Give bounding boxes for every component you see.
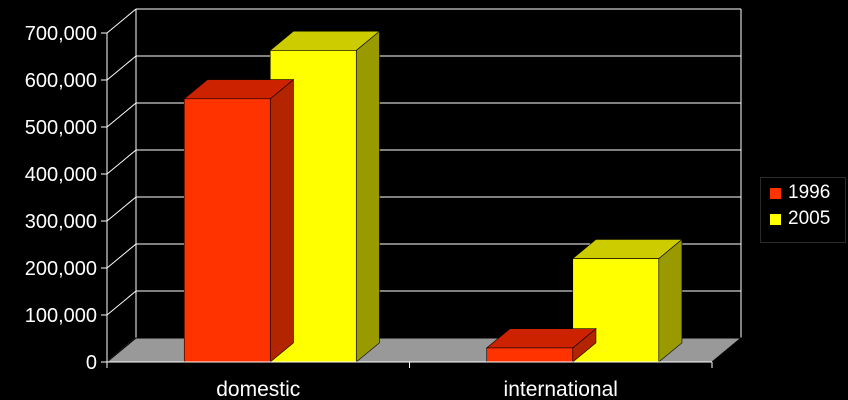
bar-domestic-1996-front: [183, 98, 271, 363]
legend-swatch-1996: [769, 186, 782, 200]
gridline-side: [106, 8, 137, 34]
bar-international-2005: [571, 238, 683, 363]
axis-layer: 0 100,000 200,000 300,000 400,000 500,000 600,…: [25, 23, 713, 400]
bar-domestic-1996-side: [269, 78, 294, 363]
y-tick-label: 700,000: [25, 23, 97, 45]
gridline-side: [106, 102, 137, 128]
x-tick-label-domestic: domestic: [216, 378, 300, 400]
bar-international-1996: [485, 328, 597, 363]
bar-domestic-1996: [183, 78, 295, 363]
y-tick-label: 200,000: [25, 258, 97, 280]
legend-item-1996: 1996: [769, 182, 845, 204]
bar-international-1996-front: [486, 347, 574, 363]
gridline-side: [106, 196, 137, 222]
legend-label-2005: 2005: [788, 208, 831, 229]
bars-layer: [183, 30, 683, 363]
y-tick-label: 600,000: [25, 70, 97, 92]
gridline-side: [106, 290, 137, 316]
legend-label-1996: 1996: [788, 182, 831, 203]
y-tick-label: 300,000: [25, 211, 97, 233]
y-tick-label: 500,000: [25, 117, 97, 139]
legend: 1996 2005: [760, 177, 846, 243]
gridline-side: [106, 149, 137, 175]
legend-item-2005: 2005: [769, 208, 845, 230]
y-tick-label: 0: [86, 352, 97, 374]
gridline-side: [106, 55, 137, 81]
gridline-side: [106, 243, 137, 269]
bar-domestic-2005-side: [355, 30, 380, 363]
x-tick-label-international: international: [504, 378, 618, 400]
y-tick-label: 400,000: [25, 164, 97, 186]
bar-international-2005-side: [658, 238, 683, 363]
y-tick-label: 100,000: [25, 305, 97, 327]
legend-swatch-2005: [769, 212, 782, 226]
